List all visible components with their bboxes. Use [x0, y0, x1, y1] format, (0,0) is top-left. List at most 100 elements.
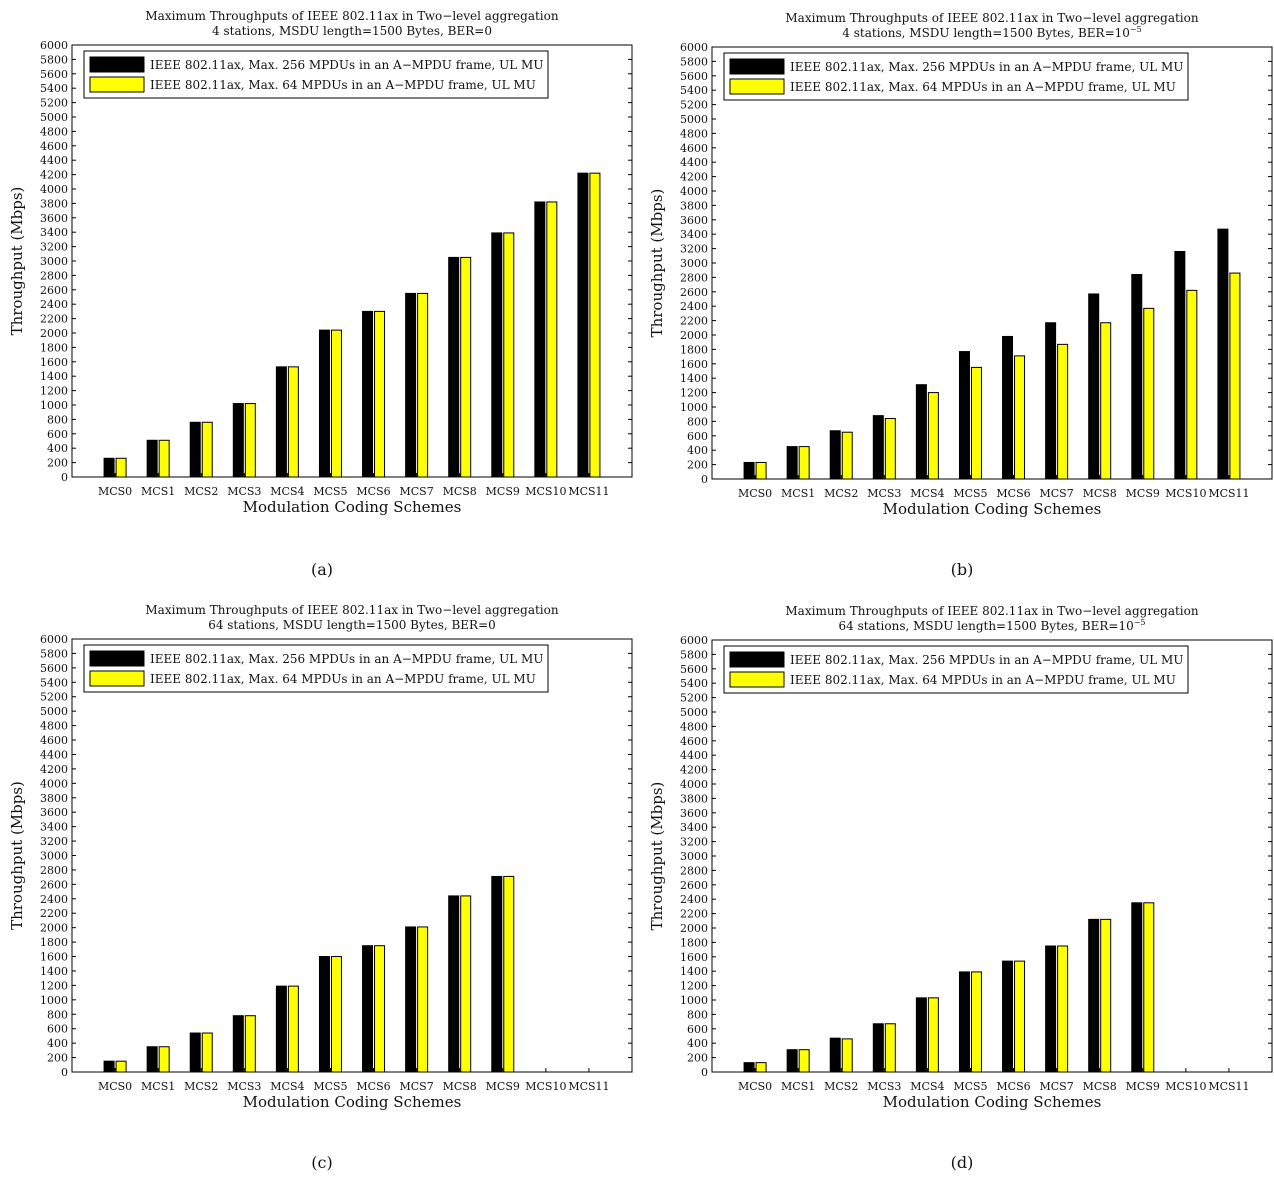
y-tick-label: 1600: [680, 358, 708, 371]
y-tick-label: 2200: [680, 315, 708, 328]
bar-c-mcs0-series2: [115, 1060, 127, 1073]
chart-title: Maximum Throughputs of IEEE 802.11ax in …: [145, 9, 558, 23]
x-tick-label: MCS1: [781, 1080, 815, 1093]
bar-b-mcs0-series1: [743, 461, 755, 480]
legend-swatch-series2: [729, 671, 785, 688]
plot-frame: [71, 44, 633, 478]
bar-b-mcs7-series1: [1045, 322, 1057, 480]
y-tick-label: 1600: [40, 356, 68, 369]
bar-b-mcs7-series2: [1057, 343, 1069, 480]
bar-c-mcs5-series1: [318, 956, 330, 1073]
y-tick-label: 2800: [680, 864, 708, 877]
plot-frame: [711, 639, 1273, 1073]
bar-d-mcs9-series1: [1131, 902, 1143, 1073]
bar-c-mcs8-series1: [448, 895, 460, 1073]
y-tick-label: 600: [687, 430, 708, 443]
y-tick-label: 6000: [40, 633, 68, 646]
y-tick-label: 4600: [680, 142, 708, 155]
y-tick-label: 4000: [680, 778, 708, 791]
bar-b-mcs3-series1: [872, 415, 884, 480]
y-tick-label: 600: [47, 1023, 68, 1036]
x-tick-label: MCS3: [867, 1080, 901, 1093]
bar-d-mcs4-series1: [915, 997, 927, 1073]
y-tick-label: 2400: [40, 893, 68, 906]
x-tick-label: MCS4: [270, 1080, 304, 1093]
y-tick-label: 5000: [40, 705, 68, 718]
bar-b-mcs2-series1: [829, 430, 841, 480]
chart-panel-b: Maximum Throughputs of IEEE 802.11ax in …: [648, 11, 1273, 579]
bar-c-mcs4-series1: [275, 985, 287, 1073]
legend: IEEE 802.11ax, Max. 256 MPDUs in an A−MP…: [723, 52, 1189, 101]
y-tick-label: 3600: [40, 212, 68, 225]
y-tick-label: 3800: [680, 199, 708, 212]
y-tick-label: 3200: [40, 241, 68, 254]
panel-caption: (d): [951, 1153, 974, 1172]
y-tick-label: 5400: [680, 84, 708, 97]
bar-c-mcs6-series1: [362, 945, 374, 1073]
y-tick-label: 5000: [40, 111, 68, 124]
y-tick-label: 5600: [680, 663, 708, 676]
y-tick-label: 2600: [680, 286, 708, 299]
y-tick-label: 5800: [40, 647, 68, 660]
bar-d-mcs6-series2: [1014, 960, 1026, 1073]
y-tick-label: 5200: [40, 97, 68, 110]
bar-c-mcs9-series1: [491, 875, 503, 1073]
x-tick-label: MCS7: [1040, 1080, 1074, 1093]
bar-a-mcs6-series1: [362, 310, 374, 478]
y-tick-label: 4200: [40, 763, 68, 776]
bar-b-mcs4-series1: [915, 384, 927, 480]
y-tick-label: 2400: [680, 893, 708, 906]
panel-caption: (a): [311, 560, 333, 579]
bar-b-mcs3-series2: [884, 418, 896, 480]
bar-c-mcs2-series1: [189, 1032, 201, 1073]
bar-c-mcs3-series2: [244, 1015, 256, 1073]
x-tick-label: MCS8: [443, 1080, 477, 1093]
y-tick-label: 3000: [680, 257, 708, 270]
y-tick-label: 6000: [680, 41, 708, 54]
x-tick-label: MCS11: [568, 1080, 609, 1093]
bar-a-mcs8-series1: [448, 256, 460, 478]
legend: IEEE 802.11ax, Max. 256 MPDUs in an A−MP…: [83, 644, 549, 693]
bar-c-mcs1-series2: [158, 1046, 170, 1073]
legend-swatch-series2: [729, 78, 785, 95]
bar-a-mcs10-series1: [534, 201, 546, 478]
y-axis-label: Throughput (Mbps): [8, 781, 26, 930]
y-tick-label: 2000: [40, 922, 68, 935]
legend-entry-series1: IEEE 802.11ax, Max. 256 MPDUs in an A−MP…: [150, 58, 543, 72]
y-tick-label: 5000: [680, 706, 708, 719]
bar-a-mcs11-series1: [577, 172, 589, 478]
x-tick-label: MCS4: [910, 487, 944, 500]
x-tick-label: MCS0: [98, 1080, 132, 1093]
y-tick-label: 5400: [680, 677, 708, 690]
x-tick-label: MCS3: [867, 487, 901, 500]
y-tick-label: 800: [687, 415, 708, 428]
y-tick-label: 4200: [40, 169, 68, 182]
bar-d-mcs3-series1: [872, 1023, 884, 1073]
y-tick-label: 5800: [680, 55, 708, 68]
x-tick-label: MCS5: [313, 485, 347, 498]
y-tick-label: 1600: [40, 951, 68, 964]
y-tick-label: 3200: [680, 243, 708, 256]
x-tick-label: MCS0: [738, 487, 772, 500]
chart-subtitle-text: 64 stations, MSDU length=1500 Bytes, BER…: [838, 619, 1133, 633]
y-tick-label: 1200: [680, 980, 708, 993]
legend-swatch-series1: [89, 56, 145, 73]
legend-swatch-series2: [89, 670, 145, 687]
legend: IEEE 802.11ax, Max. 256 MPDUs in an A−MP…: [723, 645, 1189, 694]
bar-b-mcs6-series1: [1002, 335, 1014, 480]
y-tick-label: 4400: [680, 749, 708, 762]
legend-entry-series1: IEEE 802.11ax, Max. 256 MPDUs in an A−MP…: [150, 652, 543, 666]
x-tick-label: MCS10: [1165, 487, 1206, 500]
bar-c-mcs4-series2: [287, 985, 299, 1073]
bar-c-mcs2-series2: [201, 1032, 213, 1073]
x-tick-label: MCS7: [400, 1080, 434, 1093]
bar-b-mcs8-series2: [1100, 322, 1112, 480]
bar-d-mcs9-series2: [1143, 902, 1155, 1073]
bar-b-mcs8-series1: [1088, 293, 1100, 480]
plot-frame: [71, 638, 633, 1073]
bar-b-mcs1-series1: [786, 446, 798, 480]
bar-d-mcs1-series1: [786, 1049, 798, 1073]
y-tick-label: 400: [687, 444, 708, 457]
x-tick-label: MCS7: [400, 485, 434, 498]
bar-a-mcs6-series2: [374, 310, 386, 478]
